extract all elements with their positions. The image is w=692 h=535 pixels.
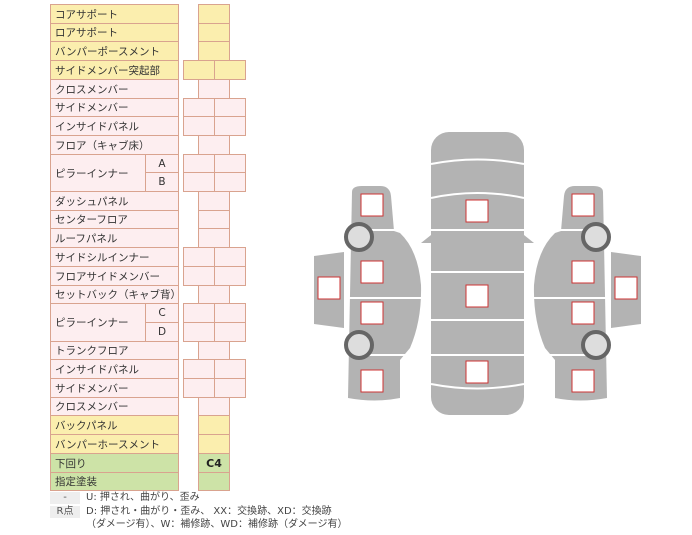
damage-marker-box[interactable] [465, 199, 489, 223]
damage-marker-box[interactable] [360, 260, 384, 284]
row-label: クロスメンバー [50, 79, 179, 99]
damage-marker-box[interactable] [465, 284, 489, 308]
row-sub-label: C [145, 303, 179, 323]
legend-text-d: D: 押され・曲がり・歪み、 XX：交換跡、XD：交換跡 [86, 506, 332, 517]
row-label: ピラーインナー [50, 154, 146, 192]
row-label: バンパーポースメント [50, 41, 179, 61]
damage-marker-box[interactable] [571, 193, 595, 217]
legend-text-d2: （ダメージ有）、W：補修跡、WD：補修跡（ダメージ有） [86, 519, 348, 530]
value-cell-right[interactable] [214, 60, 246, 80]
row-label: バンパーホースメント [50, 434, 179, 454]
value-cell-right[interactable] [214, 172, 246, 192]
row-label: センターフロア [50, 210, 179, 229]
damage-marker-box[interactable] [571, 260, 595, 284]
row-label: 指定塗装 [50, 472, 179, 491]
value-cell-right[interactable] [214, 266, 246, 286]
damage-marker-box[interactable] [465, 360, 489, 384]
row-label: インサイドパネル [50, 116, 179, 136]
wheel-icon [581, 222, 611, 252]
legend-key-dash: - [50, 492, 80, 504]
value-cell-right[interactable] [214, 322, 246, 342]
wheel-icon [344, 222, 374, 252]
row-label: フロアサイドメンバー [50, 266, 179, 286]
value-cell[interactable] [198, 472, 230, 491]
row-label: ピラーインナー [50, 303, 146, 342]
legend-text-u: U: 押され、曲がり、歪み [86, 492, 200, 503]
row-label: サイドメンバー [50, 98, 179, 117]
row-label: サイドシルインナー [50, 247, 179, 267]
damage-marker-box[interactable] [614, 276, 638, 300]
wheel-icon [344, 330, 374, 360]
row-label: サイドメンバー突起部 [50, 60, 179, 80]
car-body-top [421, 132, 534, 415]
row-label: クロスメンバー [50, 397, 179, 416]
damage-marker-box[interactable] [360, 193, 384, 217]
value-cell[interactable]: C4 [198, 453, 230, 473]
row-label: バックパネル [50, 415, 179, 435]
damage-marker-box[interactable] [571, 301, 595, 325]
damage-marker-box[interactable] [571, 369, 595, 393]
row-label: フロア（キャブ床） [50, 135, 179, 155]
wheel-icon [581, 330, 611, 360]
damage-marker-box[interactable] [360, 369, 384, 393]
legend-key-r: R点 [50, 506, 80, 518]
value-cell-right[interactable] [214, 116, 246, 136]
value-cell-right[interactable] [214, 378, 246, 398]
damage-marker-box[interactable] [317, 276, 341, 300]
damage-marker-box[interactable] [360, 301, 384, 325]
